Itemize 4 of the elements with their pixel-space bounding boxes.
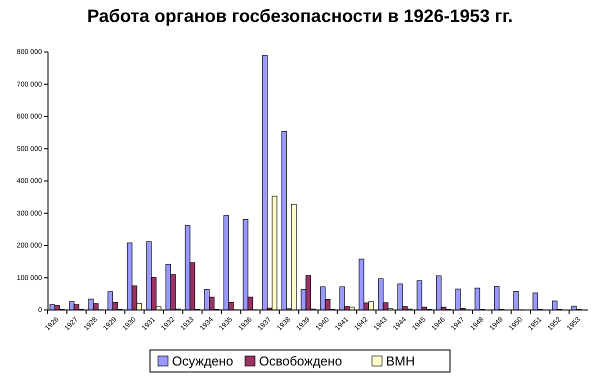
chart-title: Работа органов госбезопасности в 1926-1953 гг. [87,6,513,26]
legend-label: Освобождено [259,354,342,369]
legend-label: Осуждено [172,354,234,369]
legend-label: ВМН [386,354,415,369]
